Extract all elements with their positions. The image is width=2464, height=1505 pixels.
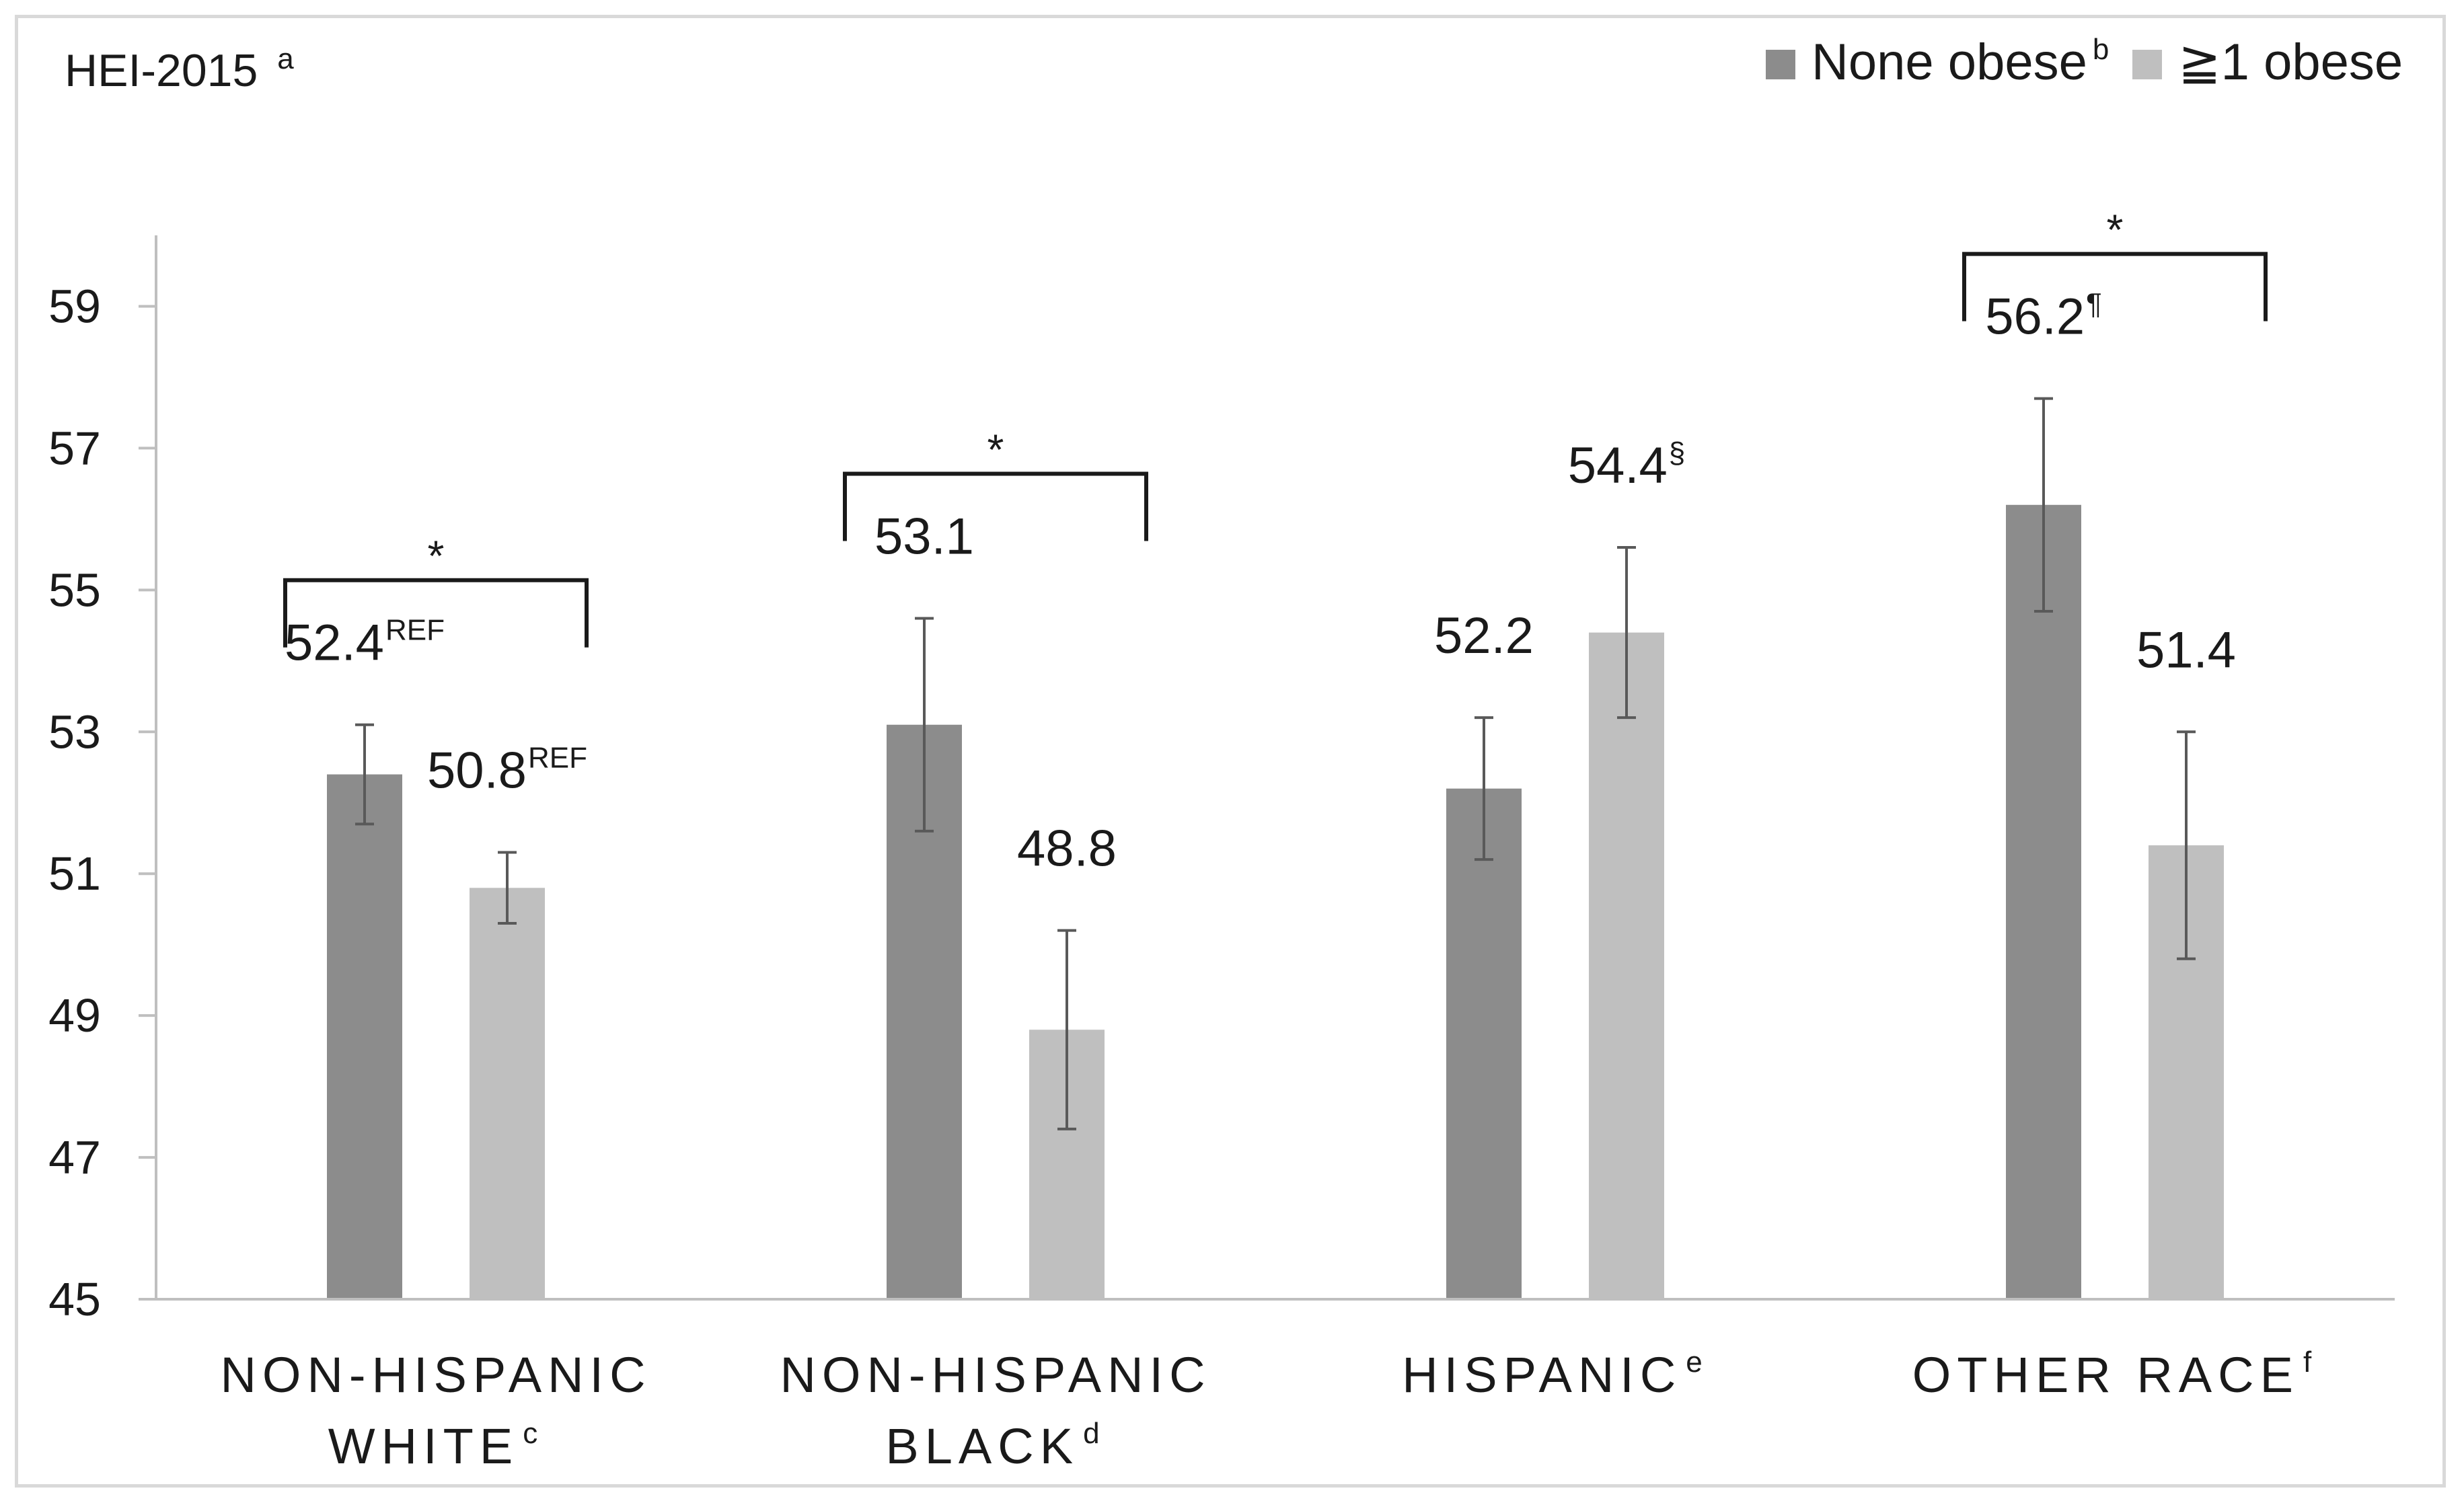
legend-item: None obese b — [1766, 33, 2109, 91]
bar — [470, 888, 545, 1299]
x-category-label: NON-HISPANIC BLACK d — [780, 1347, 1211, 1474]
x-category-label: HISPANIC e — [1402, 1346, 1709, 1403]
data-label: 48.8 — [1017, 820, 1117, 878]
legend: None obese b ≧1 obese — [1766, 33, 2403, 91]
x-category-line: NON-HISPANIC — [780, 1347, 1211, 1403]
bar — [2006, 504, 2081, 1299]
legend-swatch — [2132, 50, 2162, 79]
x-category-text: NON-HISPANIC — [780, 1347, 1211, 1403]
data-label-value: 52.2 — [1434, 607, 1534, 664]
data-label-superscript: REF — [385, 614, 445, 647]
chart-title-superscript: a — [277, 42, 294, 75]
x-axis: NON-HISPANIC WHITE c NON-HISPANIC BLACK d HISP… — [156, 1298, 2395, 1474]
x-category-superscript: e — [1686, 1346, 1708, 1379]
legend-label: None obese b — [1812, 33, 2109, 91]
legend-label-text: None obese — [1812, 34, 2087, 91]
y-tick-label: 47 — [48, 1131, 101, 1184]
chart-frame — [15, 15, 2446, 1488]
data-label: 51.4 — [2136, 621, 2236, 679]
x-category-superscript: c — [523, 1417, 544, 1450]
legend-label-superscript: b — [2093, 33, 2109, 66]
data-label: 56.2¶ — [1985, 288, 2102, 346]
x-category-superscript: d — [1083, 1417, 1105, 1450]
y-tick-label: 45 — [48, 1273, 101, 1325]
significance-brackets: * * * — [283, 206, 2268, 648]
significance-mark: * — [987, 426, 1004, 474]
y-tick-label: 59 — [48, 280, 101, 332]
chart-title-text: HEI-2015 — [65, 45, 258, 96]
legend-label: ≧1 obese — [2178, 34, 2403, 91]
data-label: 50.8REF — [427, 742, 587, 800]
x-category-label: NON-HISPANIC WHITE c — [220, 1347, 651, 1474]
bar — [327, 774, 402, 1299]
x-category-text: WHITE — [328, 1418, 519, 1474]
legend-swatch — [1766, 50, 1795, 79]
y-tick-label: 57 — [48, 422, 101, 474]
bar — [1446, 788, 1522, 1299]
svg-text:HEI-2015 a: HEI-2015 a — [65, 42, 294, 96]
data-label: 53.1 — [874, 508, 974, 566]
data-label: 52.2 — [1434, 607, 1534, 664]
data-label-value: 50.8 — [427, 742, 527, 800]
y-axis: 45 47 49 51 53 55 57 59 — [48, 235, 157, 1325]
data-label-superscript: REF — [528, 742, 587, 775]
data-label-superscript: ¶ — [2086, 288, 2102, 321]
legend-label-text: ≧1 obese — [2178, 34, 2403, 91]
data-label-value: 56.2 — [1985, 288, 2085, 346]
data-label-superscript: § — [1669, 436, 1685, 469]
x-category-line: HISPANIC e — [1402, 1346, 1709, 1403]
data-label-value: 54.4 — [1568, 437, 1668, 494]
bar — [1589, 632, 1664, 1299]
data-label-value: 48.8 — [1017, 820, 1117, 878]
y-tick-label: 51 — [48, 847, 101, 900]
chart-title: HEI-2015 a — [65, 42, 294, 96]
x-category-line: OTHER RACE f — [1912, 1346, 2317, 1403]
y-tick-label: 53 — [48, 705, 101, 758]
significance-bracket — [1962, 252, 2268, 321]
x-category-superscript: f — [2303, 1346, 2317, 1379]
significance-bracket — [843, 471, 1148, 541]
x-category-line: BLACK d — [885, 1417, 1105, 1474]
legend-item: ≧1 obese — [2132, 34, 2403, 91]
data-label: 52.4REF — [285, 614, 445, 672]
data-label-value: 53.1 — [874, 508, 974, 566]
x-category-text: NON-HISPANIC — [220, 1347, 651, 1403]
x-category-text: OTHER RACE — [1912, 1347, 2299, 1403]
x-category-label: OTHER RACE f — [1912, 1346, 2317, 1403]
y-tick-label: 55 — [48, 564, 101, 616]
x-category-text: HISPANIC — [1402, 1347, 1682, 1403]
x-category-line: NON-HISPANIC — [220, 1347, 651, 1403]
data-label-value: 51.4 — [2136, 621, 2236, 679]
data-label: 54.4§ — [1568, 436, 1685, 494]
data-label-value: 52.4 — [285, 615, 384, 672]
x-category-text: BLACK — [885, 1418, 1079, 1474]
x-category-line: WHITE c — [328, 1417, 544, 1474]
significance-bracket — [283, 578, 589, 648]
significance-mark: * — [428, 532, 445, 580]
significance-mark: * — [2107, 206, 2124, 254]
y-tick-label: 49 — [48, 989, 101, 1042]
